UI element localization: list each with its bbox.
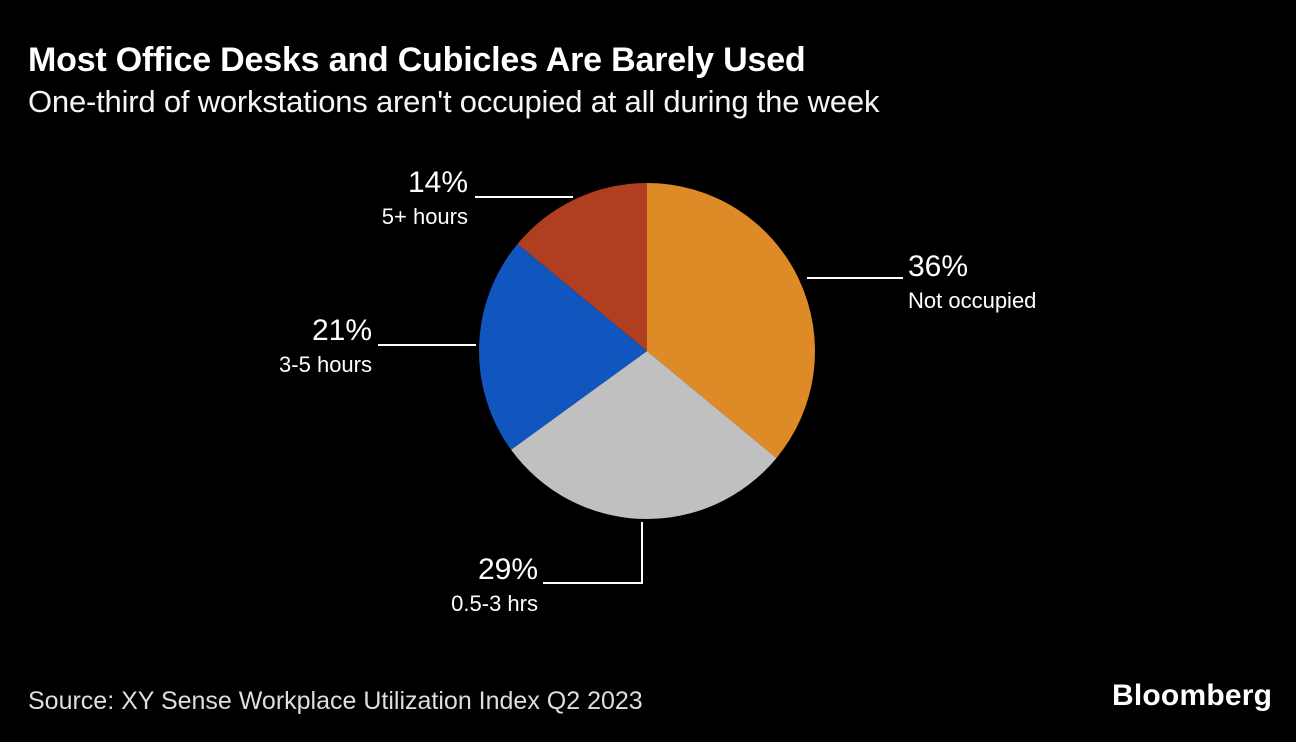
slice-label-not-occupied: 36% Not occupied (908, 250, 1036, 314)
leader-line-05-3-hrs (543, 522, 643, 584)
pie-slice-0-5-3-hrs (511, 351, 777, 520)
slice-pct-05-3-hrs: 29% (477, 553, 538, 586)
bloomberg-logo: Bloomberg (1112, 679, 1273, 712)
slice-pct-5plus-hours: 14% (407, 166, 468, 199)
slice-label-3-5-hours: 21% 3-5 hours (279, 314, 372, 378)
pie-slice-not-occupied (647, 183, 816, 459)
pie-slice-5-hours (517, 183, 647, 351)
slice-name-5plus-hours: 5+ hours (381, 204, 468, 229)
chart-subtitle: One-third of workstations aren't occupie… (28, 84, 880, 119)
leader-lines-group (378, 196, 903, 584)
chart-title: Most Office Desks and Cubicles Are Barel… (28, 41, 806, 79)
slice-label-5plus-hours: 14% 5+ hours (382, 166, 468, 230)
chart-header: Most Office Desks and Cubicles Are Barel… (28, 38, 1268, 122)
slice-label-05-3-hrs: 29% 0.5-3 hrs (451, 553, 538, 617)
slice-pct-not-occupied: 36% (908, 250, 969, 283)
slice-pct-3-5-hours: 21% (311, 314, 372, 347)
slice-name-3-5-hours: 3-5 hours (279, 352, 372, 377)
slice-name-05-3-hrs: 0.5-3 hrs (451, 591, 538, 616)
pie-slices-group (478, 183, 816, 520)
source-note: Source: XY Sense Workplace Utilization I… (28, 687, 643, 715)
pie-slice-3-5-hours (478, 243, 647, 450)
slice-name-not-occupied: Not occupied (908, 288, 1037, 313)
